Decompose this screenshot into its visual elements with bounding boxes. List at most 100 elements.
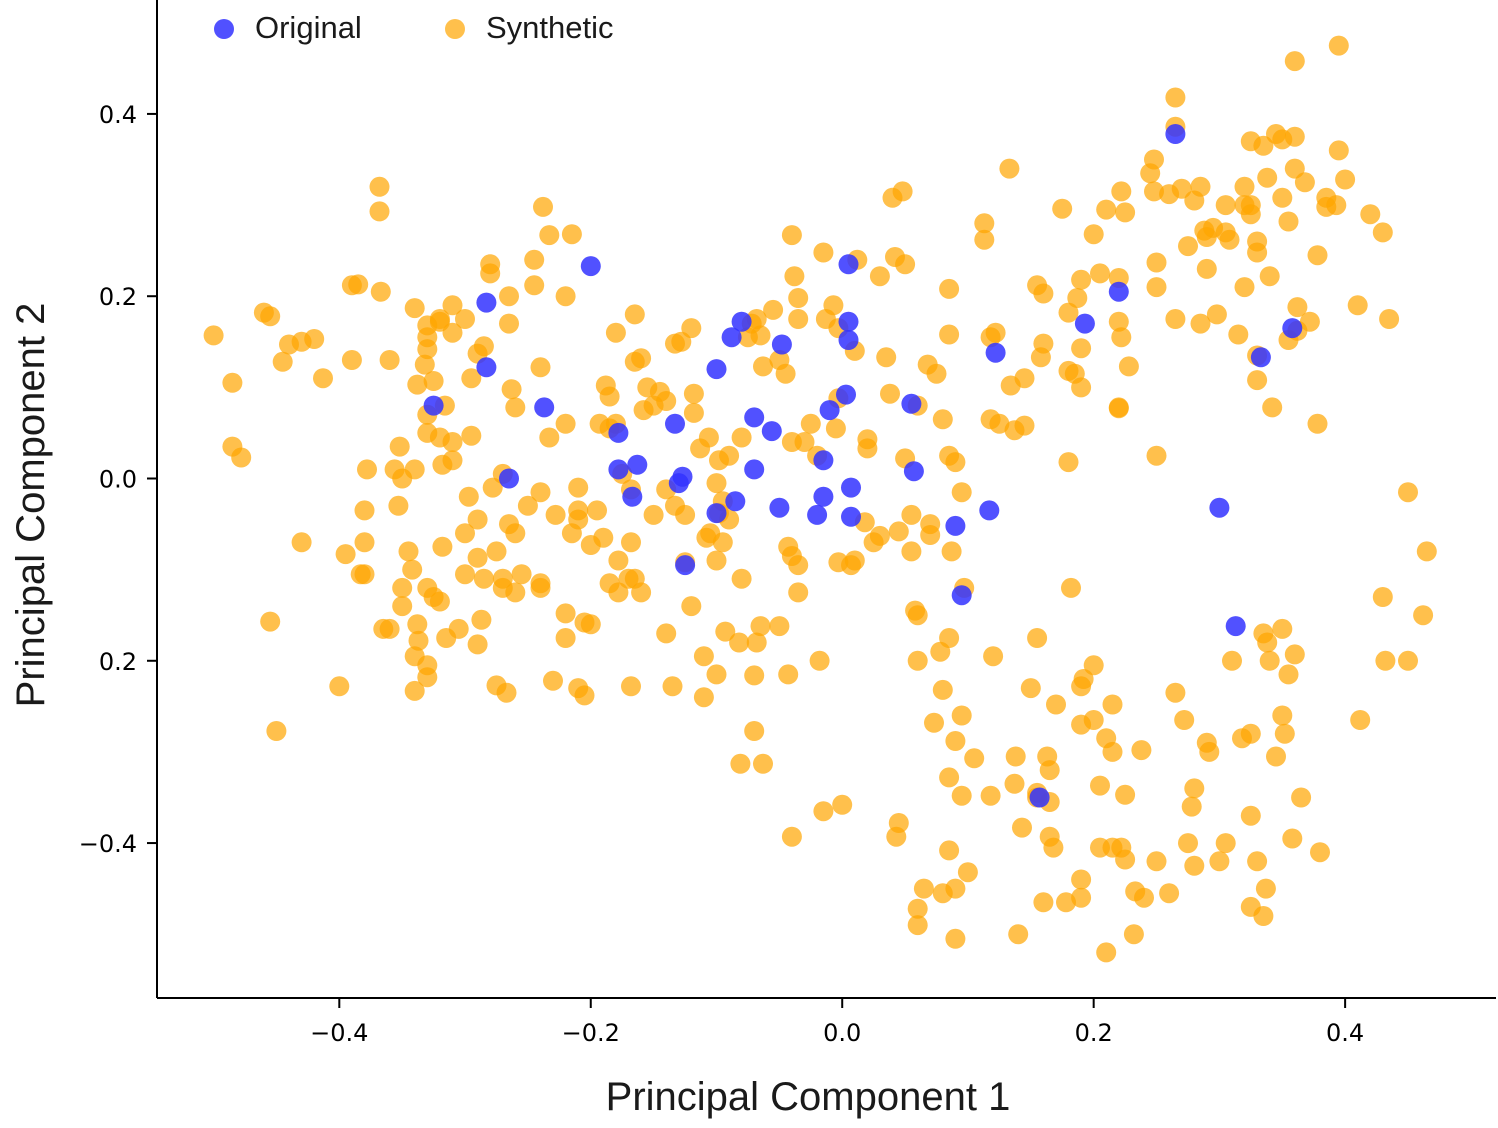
point-synthetic bbox=[436, 628, 457, 648]
point-synthetic bbox=[813, 801, 834, 822]
point-synthetic bbox=[1083, 710, 1104, 730]
point-synthetic bbox=[417, 339, 438, 360]
point-synthetic bbox=[1284, 51, 1305, 72]
point-synthetic bbox=[1190, 313, 1211, 334]
point-synthetic bbox=[1347, 295, 1368, 316]
point-original bbox=[771, 334, 792, 355]
point-synthetic bbox=[1174, 710, 1195, 730]
point-synthetic bbox=[473, 568, 494, 589]
point-synthetic bbox=[369, 176, 390, 197]
point-original bbox=[1282, 318, 1303, 339]
point-synthetic bbox=[719, 445, 740, 466]
point-synthetic bbox=[1159, 883, 1180, 904]
point-synthetic bbox=[693, 687, 714, 708]
point-synthetic bbox=[1096, 942, 1117, 963]
point-synthetic bbox=[1416, 541, 1437, 562]
point-synthetic bbox=[939, 767, 960, 788]
point-synthetic bbox=[555, 286, 576, 307]
point-synthetic bbox=[568, 477, 589, 498]
point-original bbox=[1250, 347, 1271, 368]
point-synthetic bbox=[442, 322, 463, 343]
point-synthetic bbox=[1328, 35, 1349, 56]
x-tick-label: 0.4 bbox=[1326, 1019, 1364, 1047]
point-synthetic bbox=[1115, 784, 1136, 805]
point-synthetic bbox=[731, 427, 752, 448]
point-synthetic bbox=[1071, 338, 1092, 359]
point-synthetic bbox=[794, 432, 815, 452]
point-synthetic bbox=[681, 596, 702, 617]
point-synthetic bbox=[1215, 195, 1236, 216]
point-synthetic bbox=[467, 634, 488, 655]
point-synthetic bbox=[501, 379, 522, 400]
point-synthetic bbox=[706, 473, 727, 494]
point-synthetic bbox=[1030, 347, 1051, 368]
legend-label-original: Original bbox=[255, 10, 362, 45]
point-synthetic bbox=[886, 826, 907, 847]
point-synthetic bbox=[857, 438, 878, 459]
point-synthetic bbox=[621, 676, 641, 697]
point-synthetic bbox=[712, 532, 733, 553]
point-synthetic bbox=[291, 532, 312, 553]
point-original bbox=[945, 515, 966, 536]
point-synthetic bbox=[574, 612, 595, 633]
point-synthetic bbox=[1291, 787, 1312, 808]
point-synthetic bbox=[1165, 309, 1186, 329]
point-original bbox=[951, 585, 972, 606]
point-original bbox=[1165, 124, 1186, 144]
point-synthetic bbox=[429, 591, 450, 612]
point-synthetic bbox=[354, 500, 375, 521]
point-synthetic bbox=[945, 452, 966, 473]
point-synthetic bbox=[304, 329, 325, 349]
point-synthetic bbox=[1146, 851, 1167, 872]
point-synthetic bbox=[715, 621, 736, 642]
point-synthetic bbox=[1284, 158, 1305, 179]
point-synthetic bbox=[1102, 694, 1123, 715]
x-tick-label: −0.4 bbox=[310, 1019, 368, 1047]
point-synthetic bbox=[1039, 760, 1060, 781]
point-synthetic bbox=[1027, 628, 1048, 648]
point-synthetic bbox=[1307, 245, 1328, 266]
point-synthetic bbox=[533, 196, 553, 217]
point-synthetic bbox=[471, 609, 492, 630]
legend-marker-original bbox=[214, 19, 234, 39]
point-synthetic bbox=[461, 368, 482, 389]
point-synthetic bbox=[1282, 828, 1303, 849]
point-synthetic bbox=[696, 527, 717, 548]
point-synthetic bbox=[587, 500, 607, 521]
legend: Original Synthetic bbox=[214, 10, 614, 45]
data-points-layer bbox=[203, 35, 1437, 963]
point-synthetic bbox=[1335, 169, 1356, 190]
point-original bbox=[1209, 497, 1230, 518]
point-synthetic bbox=[499, 286, 519, 307]
point-original bbox=[721, 327, 742, 348]
point-synthetic bbox=[729, 632, 750, 653]
y-tick-label: 0.4 bbox=[99, 101, 137, 129]
point-synthetic bbox=[1262, 397, 1283, 418]
point-synthetic bbox=[203, 325, 224, 346]
point-synthetic bbox=[499, 313, 519, 334]
point-original bbox=[608, 422, 629, 443]
point-synthetic bbox=[1287, 297, 1308, 318]
point-synthetic bbox=[681, 318, 702, 339]
point-synthetic bbox=[335, 544, 356, 565]
point-synthetic bbox=[379, 350, 400, 370]
point-synthetic bbox=[656, 391, 677, 411]
point-original bbox=[838, 330, 859, 350]
point-synthetic bbox=[467, 547, 488, 568]
y-tick-label: 0.0 bbox=[99, 465, 137, 493]
point-synthetic bbox=[1253, 135, 1274, 156]
point-synthetic bbox=[1257, 632, 1278, 653]
point-synthetic bbox=[706, 550, 727, 571]
point-synthetic bbox=[1272, 187, 1293, 208]
point-synthetic bbox=[784, 266, 805, 287]
point-synthetic bbox=[260, 306, 281, 327]
point-synthetic bbox=[1272, 618, 1293, 639]
point-synthetic bbox=[1284, 126, 1305, 147]
point-synthetic bbox=[939, 628, 960, 648]
point-synthetic bbox=[876, 347, 897, 368]
point-synthetic bbox=[1240, 204, 1261, 225]
point-synthetic bbox=[404, 459, 425, 480]
point-synthetic bbox=[1360, 204, 1381, 225]
point-synthetic bbox=[832, 794, 853, 815]
point-synthetic bbox=[1071, 269, 1092, 290]
